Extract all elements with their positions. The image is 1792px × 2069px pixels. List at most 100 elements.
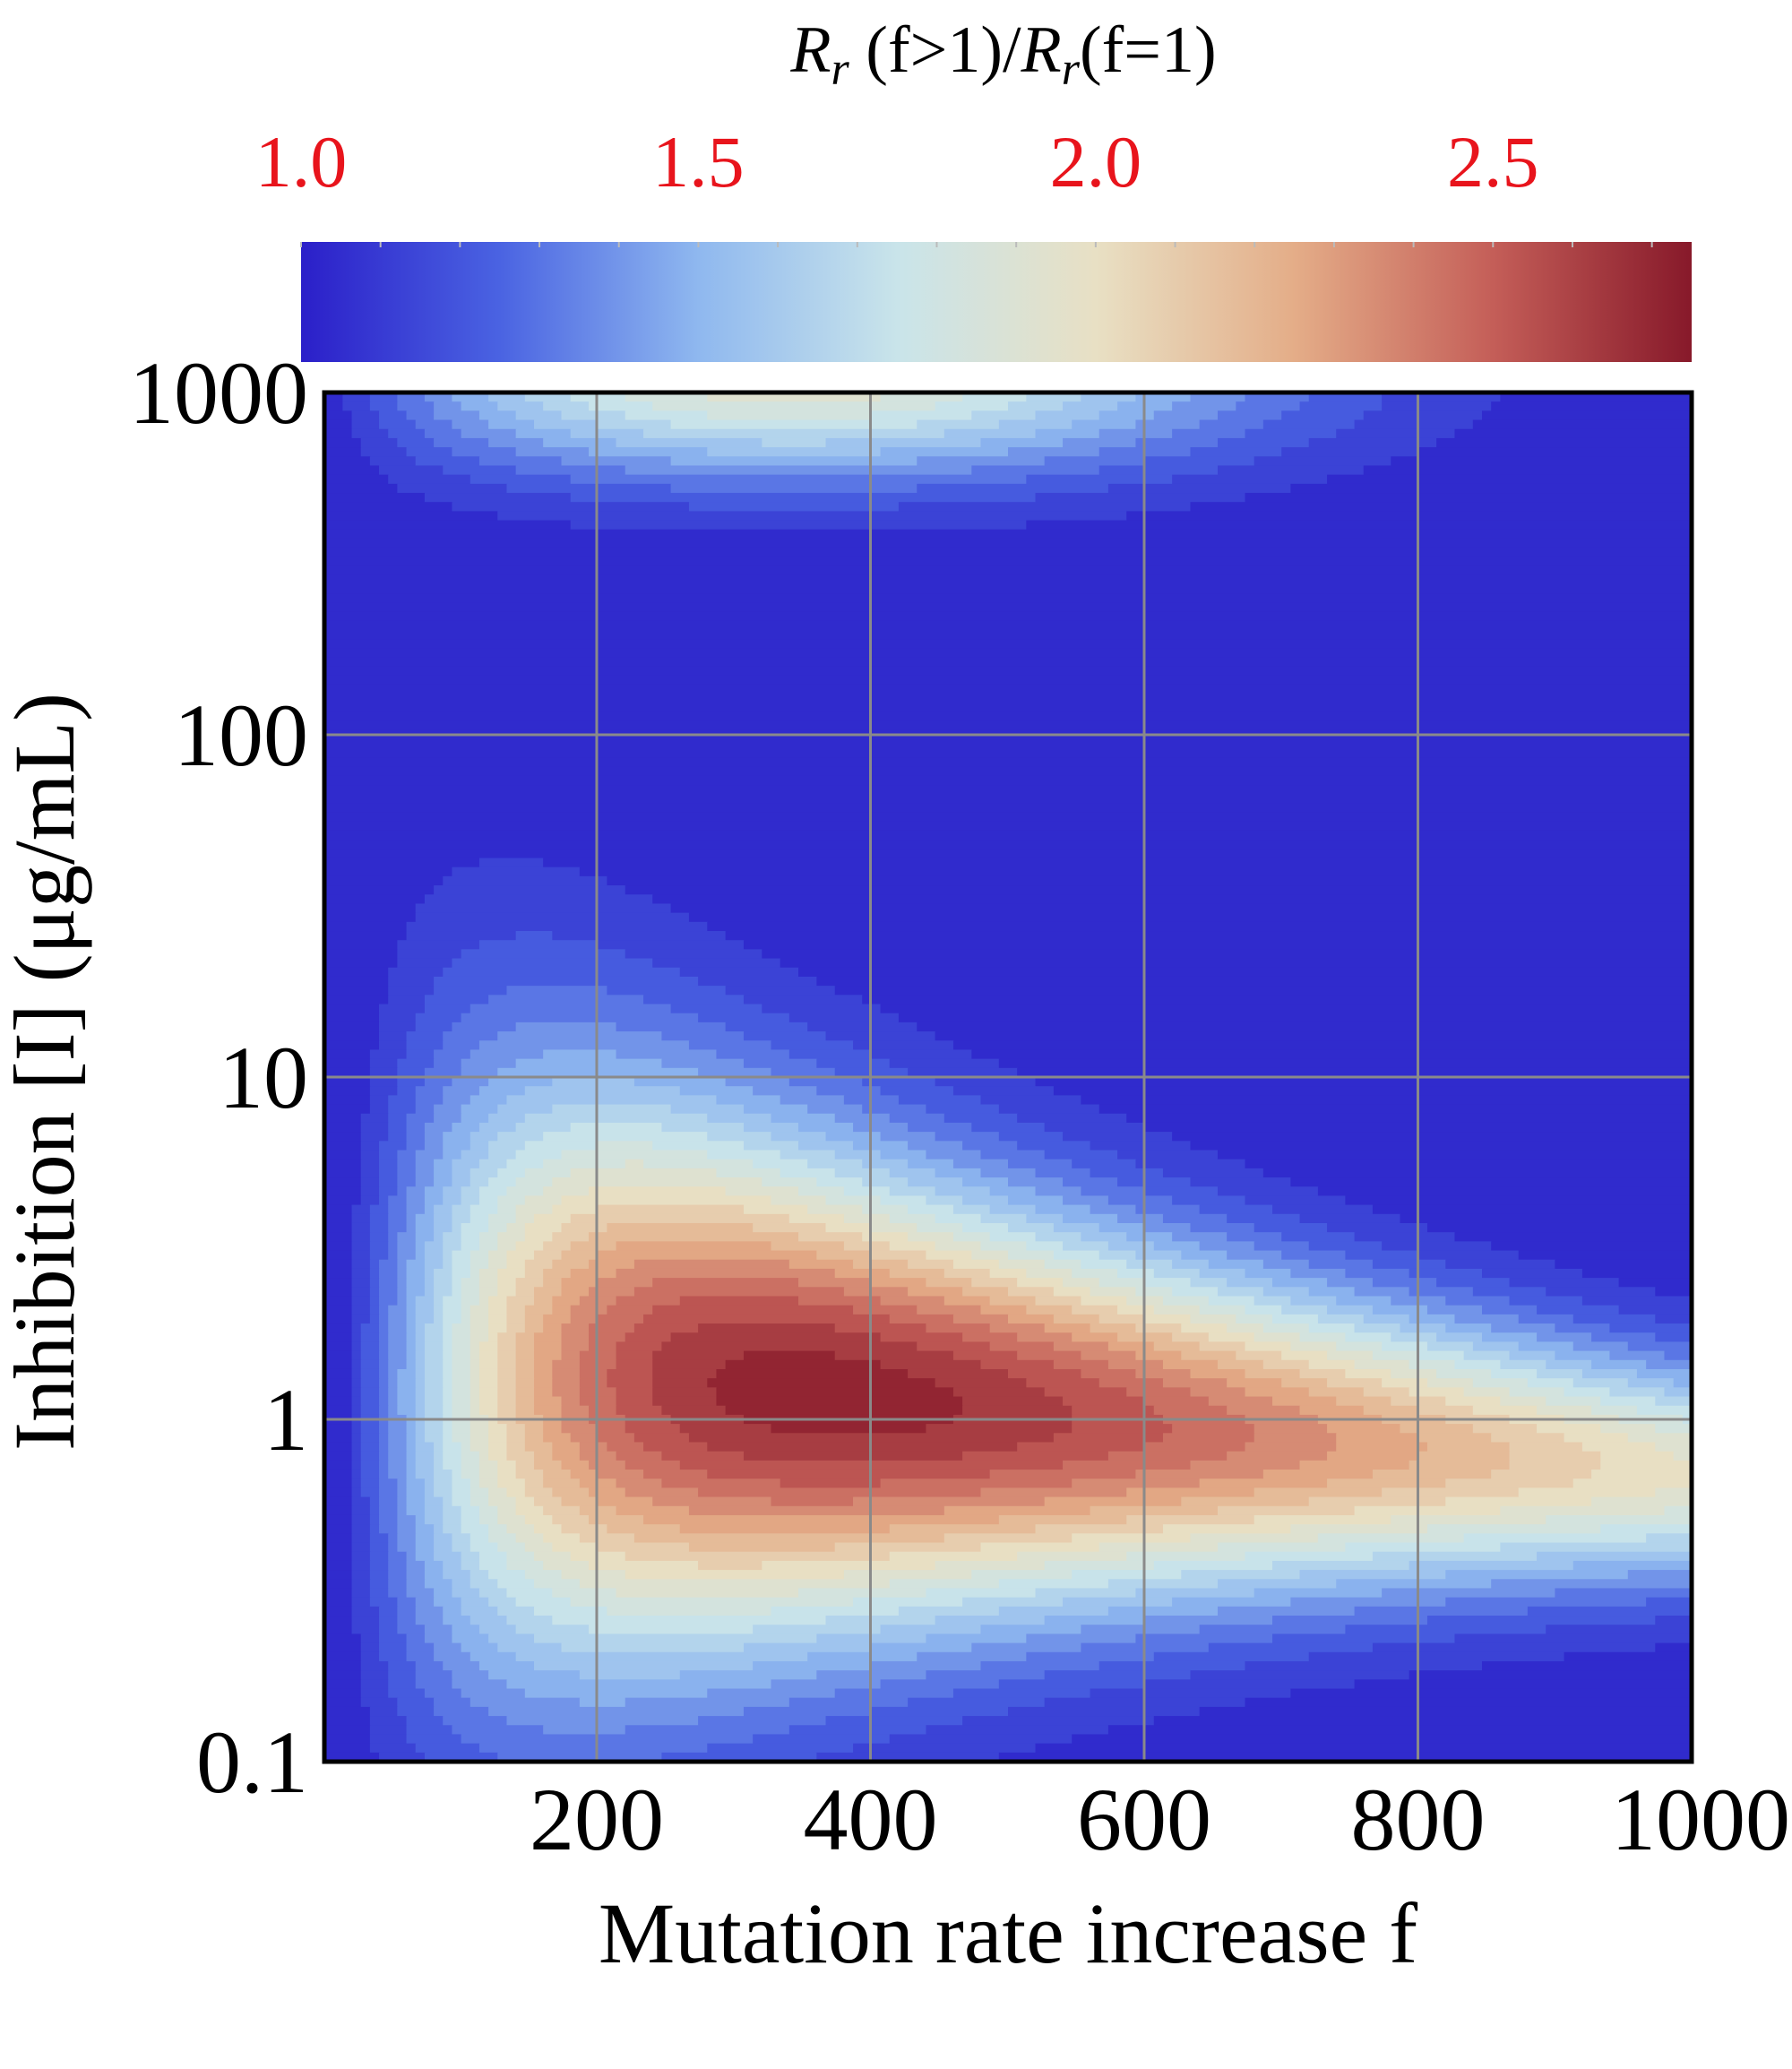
contour-cell [397, 1505, 408, 1516]
contour-cell [461, 1067, 499, 1078]
contour-cell [443, 1332, 453, 1343]
contour-cell [388, 1660, 417, 1671]
contour-cell [543, 1278, 563, 1289]
contour-cell [379, 1487, 399, 1498]
contour-cell [1627, 1433, 1692, 1444]
contour-cell [324, 1697, 362, 1708]
contour-cell [1053, 1250, 1100, 1261]
contour-cell [1363, 1314, 1410, 1324]
contour-cell [360, 1141, 380, 1151]
contour-cell [853, 1305, 918, 1315]
contour-cell [971, 410, 1037, 421]
contour-cell [853, 1259, 909, 1270]
contour-cell [1090, 1688, 1292, 1699]
contour-cell [1107, 1241, 1155, 1252]
contour-cell [461, 1460, 480, 1470]
contour-cell [470, 1424, 489, 1435]
contour-cell [379, 1359, 390, 1370]
contour-cell [570, 1213, 790, 1224]
contour-cell [351, 1514, 371, 1525]
contour-cell [424, 1514, 444, 1525]
contour-cell [443, 1405, 453, 1416]
contour-cell [324, 1314, 353, 1324]
contour-cell [862, 1177, 909, 1188]
contour-cell [533, 1350, 563, 1361]
contour-cell [1190, 1177, 1292, 1188]
contour-cell [434, 1049, 471, 1060]
contour-cell [725, 1359, 882, 1370]
contour-cell [360, 447, 408, 458]
contour-cell [324, 1570, 353, 1581]
contour-cell [506, 1433, 526, 1444]
contour-cell [415, 1314, 435, 1324]
contour-cell [1172, 401, 1237, 412]
contour-cell [1299, 1213, 1401, 1224]
contour-cell [1107, 1725, 1692, 1736]
contour-cell [816, 976, 1692, 987]
contour-cell [497, 1287, 517, 1297]
contour-cell [397, 1487, 408, 1498]
contour-cell [1190, 392, 1246, 402]
contour-cell [1098, 1542, 1219, 1553]
contour-cell [1400, 1323, 1447, 1334]
contour-cell [324, 1186, 362, 1197]
contour-cell [771, 1040, 854, 1051]
contour-cell [1162, 1378, 1228, 1389]
contour-cell [324, 1542, 353, 1553]
contour-cell [324, 1487, 353, 1498]
contour-cell [379, 1405, 390, 1416]
contour-cell [625, 1725, 790, 1736]
contour-cell [506, 1424, 526, 1435]
contour-cell [351, 1616, 380, 1625]
contour-cell [533, 1213, 572, 1224]
contour-cell [351, 1606, 380, 1616]
contour-cell [989, 1186, 1037, 1197]
contour-cell [497, 1460, 517, 1470]
contour-cell [351, 1296, 371, 1306]
contour-cell [515, 465, 626, 476]
contour-cell [871, 1222, 918, 1233]
contour-cell [324, 1150, 362, 1160]
contour-cell [497, 1232, 526, 1243]
contour-cell [707, 1688, 836, 1699]
contour-cell [1053, 1433, 1164, 1444]
contour-cell [1354, 1232, 1456, 1243]
contour-cell [443, 1570, 471, 1581]
contour-cell [379, 1259, 399, 1270]
contour-cell [1382, 1487, 1520, 1498]
contour-cell [497, 401, 544, 412]
contour-cell [470, 1132, 499, 1142]
contour-cell [962, 1716, 1155, 1727]
contour-cell [324, 894, 426, 905]
contour-cell [369, 1524, 380, 1535]
contour-cell [515, 1058, 663, 1069]
contour-cell [360, 1460, 380, 1470]
contour-cell [360, 1350, 380, 1361]
contour-cell [1117, 1213, 1164, 1224]
contour-cell [533, 1387, 554, 1398]
contour-cell [488, 1332, 499, 1343]
contour-cell [579, 1396, 617, 1407]
contour-cell [461, 1505, 480, 1516]
contour-cell [1627, 1341, 1692, 1352]
contour-cell [889, 1524, 1037, 1535]
contour-cell [443, 1186, 462, 1197]
contour-cell [1144, 1314, 1192, 1324]
contour-cell [324, 866, 453, 877]
contour-cell [452, 1159, 480, 1169]
contour-cell [388, 1670, 417, 1681]
contour-cell [616, 1022, 727, 1032]
contour-cell [324, 1579, 353, 1590]
contour-cell [1262, 1168, 1692, 1178]
contour-cell [1308, 1323, 1356, 1334]
contour-cell [324, 502, 453, 513]
contour-cell [1017, 1113, 1128, 1124]
contour-cell [515, 1350, 535, 1361]
contour-cell [388, 1132, 408, 1142]
contour-cell [1227, 1323, 1264, 1334]
contour-cell [543, 1186, 590, 1197]
contour-cell [324, 1405, 353, 1416]
contour-cell [1636, 1368, 1692, 1379]
contour-cell [598, 1470, 644, 1480]
contour-cell [360, 1159, 380, 1169]
